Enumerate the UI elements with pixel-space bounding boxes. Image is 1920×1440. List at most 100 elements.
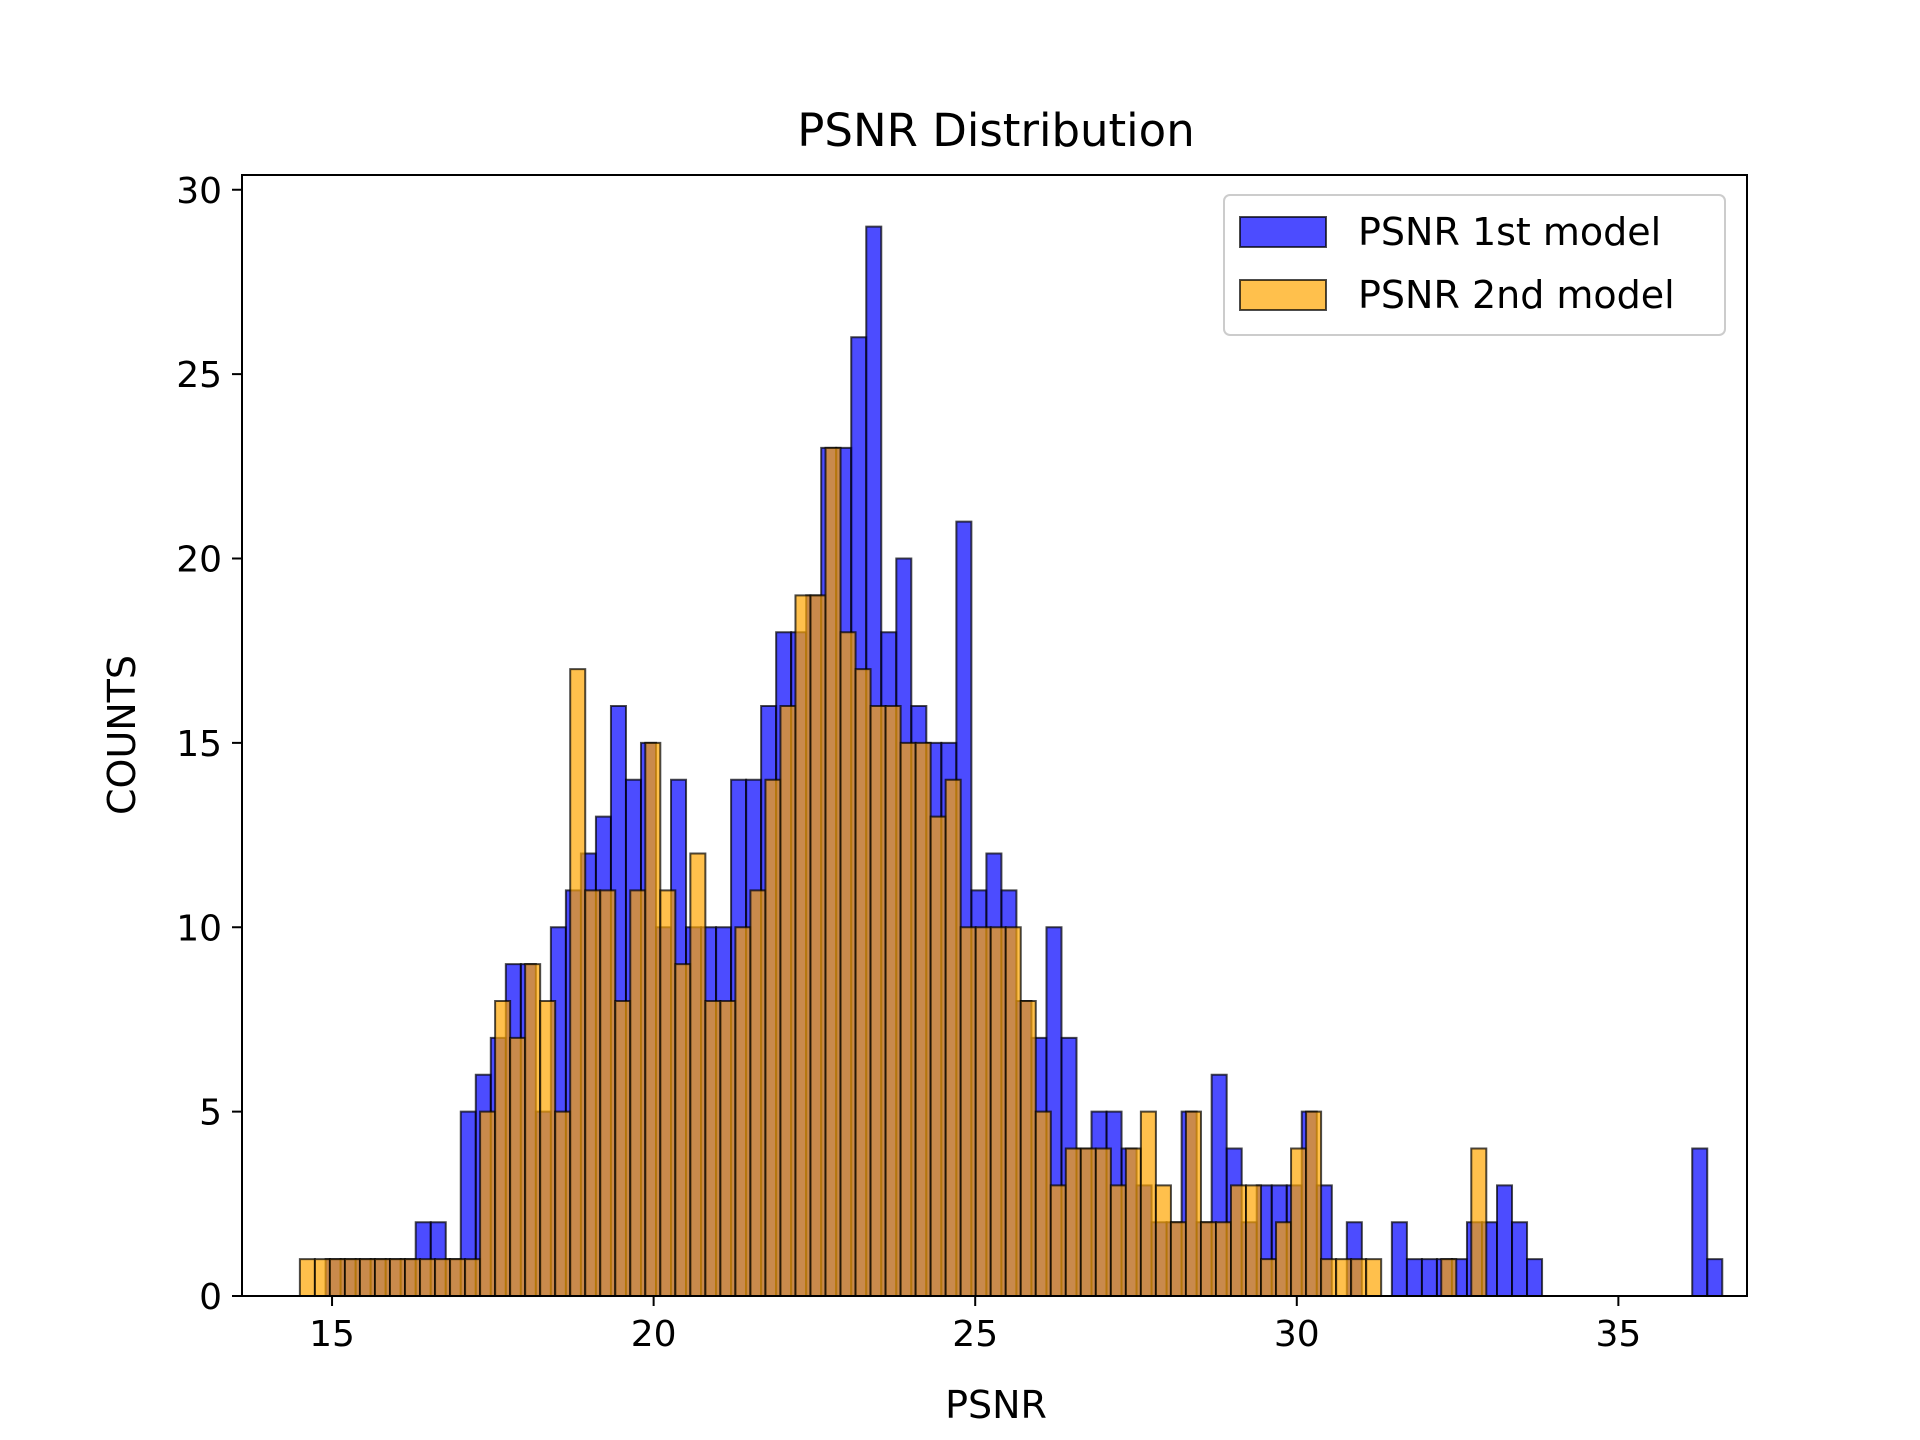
histogram-bar bbox=[644, 741, 662, 1298]
histogram-bar bbox=[328, 1258, 346, 1298]
histogram-bar bbox=[1691, 1147, 1709, 1297]
histogram-bar bbox=[569, 668, 587, 1298]
legend-swatch-psnr-1st-model bbox=[1239, 216, 1327, 248]
histogram-bar bbox=[1019, 1000, 1037, 1297]
chart-title: PSNR Distribution bbox=[797, 104, 1194, 157]
histogram-bar bbox=[749, 889, 767, 1298]
histogram-bar bbox=[674, 963, 692, 1298]
histogram-bar bbox=[839, 631, 857, 1297]
histogram-bar bbox=[899, 741, 917, 1298]
histogram-bar bbox=[404, 1258, 422, 1298]
x-tick-label: 35 bbox=[1595, 1314, 1641, 1355]
histogram-bar bbox=[1290, 1147, 1308, 1297]
histogram-bar bbox=[1245, 1184, 1263, 1298]
histogram-bar bbox=[824, 446, 842, 1297]
histogram-bar bbox=[809, 594, 827, 1298]
histogram-bar bbox=[764, 778, 782, 1297]
histogram-bar bbox=[479, 1110, 497, 1298]
histogram-bar bbox=[388, 1258, 407, 1298]
plot-frame bbox=[241, 174, 1748, 1297]
x-tick-label: 30 bbox=[1274, 1314, 1320, 1355]
histogram-bar bbox=[989, 926, 1007, 1297]
y-tick-label: 15 bbox=[176, 724, 222, 765]
y-tick-label: 20 bbox=[176, 540, 222, 581]
legend-swatch-psnr-2nd-model bbox=[1239, 279, 1327, 311]
histogram-bar bbox=[509, 1036, 527, 1298]
y-axis-label: COUNTS bbox=[100, 655, 144, 815]
histogram-bar bbox=[659, 889, 677, 1298]
histogram-bar bbox=[1049, 1184, 1067, 1298]
histogram-bar bbox=[1706, 1258, 1724, 1298]
histogram-bar bbox=[1139, 1110, 1157, 1298]
histogram-bar bbox=[944, 778, 962, 1297]
histogram-bar bbox=[1335, 1258, 1353, 1298]
histogram-bar bbox=[584, 889, 602, 1298]
histogram-bar bbox=[869, 705, 887, 1297]
histogram-bar bbox=[1511, 1221, 1529, 1297]
histogram-bar bbox=[373, 1258, 391, 1298]
histogram-bar bbox=[974, 926, 992, 1297]
legend: PSNR 1st model PSNR 2nd model bbox=[1223, 194, 1726, 336]
histogram-bar bbox=[1184, 1110, 1202, 1298]
histogram-bar bbox=[1440, 1258, 1458, 1298]
legend-label-psnr-1st-model: PSNR 1st model bbox=[1358, 210, 1661, 254]
histogram-bar bbox=[343, 1258, 361, 1298]
histogram-bar bbox=[1320, 1258, 1338, 1298]
histogram-bar bbox=[1124, 1147, 1142, 1297]
histogram-bar bbox=[524, 963, 542, 1298]
histogram-bar bbox=[884, 705, 902, 1297]
histogram-bar bbox=[599, 889, 617, 1298]
histogram-bar bbox=[929, 815, 947, 1298]
histogram-bar bbox=[1034, 1110, 1052, 1298]
histogram-bar bbox=[779, 705, 797, 1297]
histogram-bar bbox=[794, 594, 812, 1298]
y-tick-label: 25 bbox=[176, 355, 222, 396]
histogram-bar bbox=[959, 926, 977, 1297]
histogram-bar bbox=[1470, 1147, 1488, 1297]
histogram-bar bbox=[1214, 1221, 1232, 1297]
histogram-bar bbox=[1275, 1221, 1293, 1297]
histogram-bar bbox=[689, 852, 707, 1297]
y-axis: 0 5 10 15 20 25 30 bbox=[176, 171, 242, 1318]
histogram-bar bbox=[449, 1258, 467, 1298]
histogram-bar bbox=[719, 1000, 737, 1297]
histogram-bar bbox=[1496, 1184, 1514, 1298]
x-tick-label: 20 bbox=[631, 1314, 677, 1355]
histogram-bar bbox=[1094, 1147, 1112, 1297]
histogram-bar bbox=[434, 1258, 452, 1298]
histogram-bar bbox=[704, 1000, 722, 1297]
histogram-bar bbox=[1305, 1110, 1323, 1298]
histogram-bar bbox=[1154, 1184, 1172, 1298]
histogram-bar bbox=[1390, 1221, 1408, 1297]
y-tick-label: 10 bbox=[176, 908, 222, 949]
histogram-bar bbox=[1004, 926, 1022, 1297]
histogram-bar bbox=[313, 1258, 331, 1298]
histogram-bar bbox=[494, 1000, 512, 1297]
x-tick-label: 25 bbox=[952, 1314, 998, 1355]
legend-label-psnr-2nd-model: PSNR 2nd model bbox=[1358, 273, 1675, 317]
histogram-bar bbox=[614, 1000, 632, 1297]
y-tick-label: 5 bbox=[199, 1093, 222, 1134]
y-tick-label: 30 bbox=[176, 171, 222, 212]
histogram-bar bbox=[464, 1258, 482, 1298]
histogram-bar bbox=[734, 926, 752, 1297]
legend-box bbox=[1223, 194, 1726, 336]
histogram-bar bbox=[1199, 1221, 1217, 1297]
histogram-bar bbox=[298, 1258, 316, 1298]
histogram-bar bbox=[1405, 1258, 1423, 1298]
histogram-bar bbox=[1169, 1221, 1187, 1297]
histogram-bar bbox=[1064, 1147, 1082, 1297]
histogram-bar bbox=[1526, 1258, 1544, 1298]
histogram-bar bbox=[1109, 1184, 1127, 1298]
histogram-bar bbox=[629, 889, 647, 1298]
y-tick-label: 0 bbox=[199, 1277, 222, 1318]
x-axis-label: PSNR bbox=[945, 1383, 1047, 1427]
histogram-bar bbox=[1260, 1258, 1278, 1298]
histogram-bar bbox=[419, 1258, 437, 1298]
x-tick-label: 15 bbox=[309, 1314, 355, 1355]
histogram-bar bbox=[554, 1110, 572, 1298]
x-axis: 15 20 25 30 35 bbox=[309, 1296, 1641, 1355]
histogram-bar bbox=[1420, 1258, 1438, 1298]
histogram-bar bbox=[1365, 1258, 1383, 1298]
